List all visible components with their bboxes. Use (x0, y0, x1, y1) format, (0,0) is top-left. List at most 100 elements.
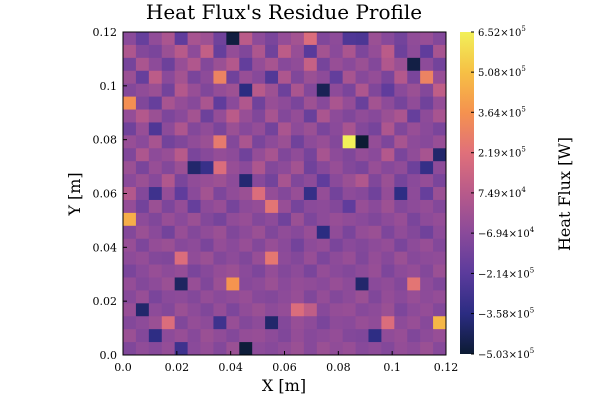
heatmap-cell (368, 161, 382, 175)
heatmap-cell (407, 174, 421, 188)
heatmap-cell (342, 212, 356, 227)
heatmap-cell (148, 135, 163, 149)
heatmap-cell (226, 303, 240, 317)
heatmap-cell (187, 57, 201, 72)
heatmap-cell (381, 83, 395, 97)
heatmap-cell (278, 251, 292, 265)
heatmap-cell (290, 161, 305, 175)
heatmap-cell (239, 174, 253, 188)
heatmap-cell (433, 342, 447, 356)
heatmap-cell (252, 148, 266, 162)
heatmap-cell (200, 148, 214, 162)
heatmap-cell (381, 316, 395, 330)
heatmap-cell (123, 277, 137, 291)
heatmap-cell (368, 32, 382, 46)
heatmap-cell (252, 96, 266, 110)
heatmap-cell (278, 135, 292, 149)
heatmap-cell (123, 96, 137, 110)
heatmap-cell (135, 57, 150, 72)
heatmap-cell (213, 251, 227, 265)
heatmap-cell (135, 96, 150, 110)
heatmap-cell (187, 44, 201, 59)
heatmap-cell (135, 212, 150, 227)
heatmap-cell (329, 225, 344, 240)
heatmap-cell (174, 135, 188, 149)
heatmap-cell (316, 161, 331, 175)
heatmap-cell (342, 96, 356, 110)
heatmap-cell (303, 251, 318, 265)
heatmap-cell (303, 57, 318, 72)
heatmap-cell (226, 96, 240, 110)
heatmap-cell (342, 70, 356, 85)
heatmap-cell (407, 303, 421, 317)
heatmap-cell (355, 212, 369, 227)
colorbar-tick-label: 3.64×105 (478, 105, 526, 119)
heatmap-cell (278, 187, 292, 201)
heatmap-cell (174, 174, 188, 188)
heatmap-cell (420, 225, 434, 240)
heatmap-cell (213, 122, 227, 136)
heatmap-cell (135, 277, 150, 291)
heatmap-cell (420, 251, 434, 265)
heatmap-cell (303, 148, 318, 162)
heatmap-cell (420, 316, 434, 330)
heatmap-cell (355, 329, 369, 343)
heatmap-cell (394, 70, 408, 85)
heatmap-cell (355, 251, 369, 265)
heatmap-cell (433, 199, 447, 214)
x-tick-label: 0.04 (218, 361, 243, 374)
heatmap-cell (226, 316, 240, 330)
heatmap-cell (123, 187, 137, 201)
heatmap-cell (161, 212, 176, 227)
colorbar-ticks: 6.52×105 5.08×105 3.64×105 2.19×105 7.49×104… (471, 25, 535, 361)
heatmap-cell (290, 264, 305, 278)
heatmap-cell (265, 44, 279, 59)
heatmap-cell (226, 148, 240, 162)
heatmap-cell (174, 277, 188, 291)
heatmap-cell (303, 290, 318, 304)
heatmap-cell (420, 342, 434, 356)
heatmap-cell (252, 135, 266, 149)
heatmap-cell (278, 122, 292, 136)
heatmap-cell (368, 303, 382, 317)
heatmap-cell (213, 238, 227, 253)
heatmap-cell (407, 251, 421, 265)
heatmap-cell (329, 187, 344, 201)
heatmap-cell (187, 251, 201, 265)
heatmap-cell (239, 83, 253, 97)
heatmap-cell (265, 264, 279, 278)
heatmap-cell (187, 264, 201, 278)
heatmap-cell (148, 342, 163, 356)
heatmap-cell (226, 212, 240, 227)
heatmap-cell (316, 329, 331, 343)
heatmap-cell (213, 32, 227, 46)
heatmap-cell (290, 212, 305, 227)
heatmap-cell (200, 303, 214, 317)
heatmap-cell (161, 161, 176, 175)
colorbar-tick-label: 2.19×105 (478, 146, 526, 160)
heatmap-cell (394, 44, 408, 59)
heatmap-cell (213, 174, 227, 188)
heatmap-cell (355, 303, 369, 317)
heatmap-cell (174, 83, 188, 97)
heatmap-cell (355, 161, 369, 175)
heatmap-cell (303, 316, 318, 330)
heatmap-cell (187, 122, 201, 136)
heatmap-cell (187, 148, 201, 162)
heatmap-cell (407, 148, 421, 162)
heatmap-cell (433, 57, 447, 72)
heatmap-cell (226, 174, 240, 188)
heatmap-cell (420, 161, 434, 175)
x-axis-label: X [m] (262, 376, 306, 395)
heatmap-cell (252, 57, 266, 72)
heatmap-cell (394, 32, 408, 46)
heatmap-cell (148, 329, 163, 343)
heatmap-cell (278, 212, 292, 227)
heatmap-cell (213, 44, 227, 59)
heatmap-cell (187, 277, 201, 291)
heatmap-cell (200, 70, 214, 85)
heatmap-cell (278, 57, 292, 72)
y-tick-label: 0.02 (93, 295, 118, 308)
heatmap-cell (278, 264, 292, 278)
heatmap-cell (342, 225, 356, 240)
